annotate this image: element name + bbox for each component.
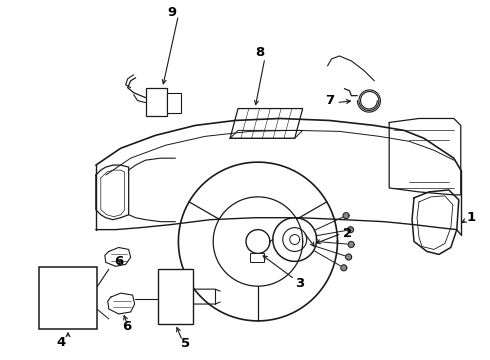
Polygon shape (341, 265, 347, 271)
Text: 5: 5 (181, 337, 190, 350)
Polygon shape (343, 213, 349, 219)
Text: 1: 1 (466, 211, 475, 224)
Text: 8: 8 (255, 46, 265, 59)
Polygon shape (347, 227, 353, 233)
Polygon shape (348, 242, 354, 247)
Bar (146, 88, 168, 116)
Bar (250, 253, 264, 262)
Text: 3: 3 (295, 277, 304, 290)
Text: 7: 7 (325, 94, 334, 107)
Text: 4: 4 (56, 336, 66, 349)
Text: 6: 6 (122, 320, 131, 333)
Polygon shape (345, 254, 352, 260)
Text: 2: 2 (343, 227, 352, 240)
Polygon shape (246, 230, 270, 253)
Text: 9: 9 (168, 6, 177, 19)
Bar (39, 267, 97, 329)
Text: 6: 6 (114, 255, 123, 268)
Bar (168, 93, 181, 113)
Bar (158, 269, 193, 324)
